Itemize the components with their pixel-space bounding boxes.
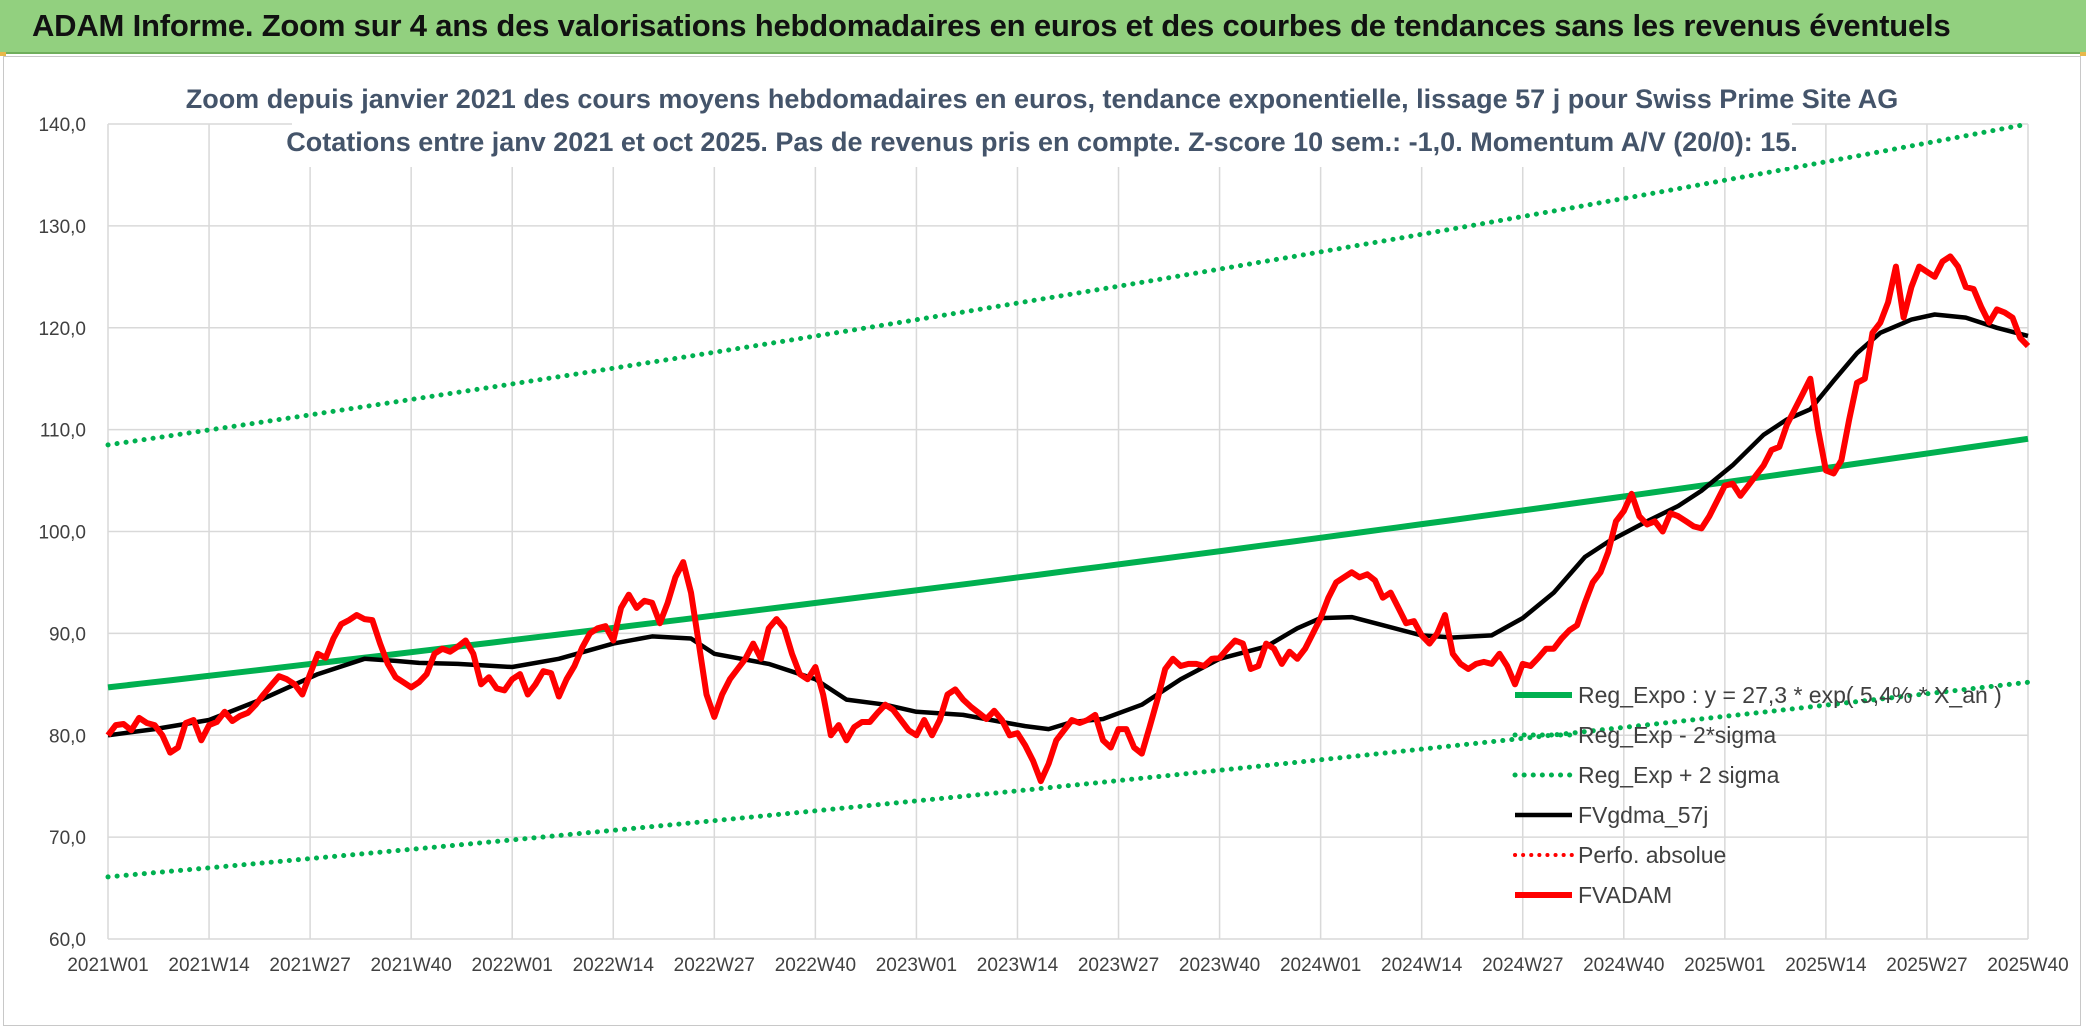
series <box>105 121 2031 880</box>
y-tick-label: 100,0 <box>38 523 86 544</box>
series-line-0 <box>107 435 2029 691</box>
y-tick-label: 120,0 <box>38 319 86 340</box>
series-line-5 <box>105 253 2031 785</box>
x-tick-label: 2024W27 <box>1482 955 1563 976</box>
banner-corner-left <box>0 52 6 56</box>
x-tick-label: 2024W40 <box>1583 955 1664 976</box>
legend-label-3: FVgdma_57j <box>1578 802 1708 828</box>
legend-label-1: Reg_Exp - 2*sigma <box>1578 722 1776 748</box>
x-tick-label: 2022W27 <box>674 955 755 976</box>
series-line-2 <box>105 121 2031 448</box>
series-line-3 <box>107 312 2029 738</box>
x-tick-label: 2025W40 <box>1987 955 2068 976</box>
x-tick-label: 2023W01 <box>876 955 957 976</box>
title-background <box>292 77 1792 167</box>
chart-subtitle: Cotations entre janv 2021 et oct 2025. P… <box>286 127 1798 157</box>
x-tick-label: 2023W27 <box>1078 955 1159 976</box>
x-tick-label: 2025W01 <box>1684 955 1765 976</box>
chart-titles: Zoom depuis janvier 2021 des cours moyen… <box>186 77 1899 167</box>
x-tick-label: 2023W40 <box>1179 955 1260 976</box>
legend-label-4: Perfo. absolue <box>1578 842 1726 868</box>
y-tick-label: 140,0 <box>38 115 86 136</box>
x-tick-label: 2021W01 <box>67 955 148 976</box>
y-tick-label: 130,0 <box>38 217 86 238</box>
report-banner: ADAM Informe. Zoom sur 4 ans des valoris… <box>0 0 2086 54</box>
y-tick-label: 60,0 <box>49 930 86 951</box>
banner-title: ADAM Informe. Zoom sur 4 ans des valoris… <box>32 8 1951 43</box>
x-tick-label: 2022W40 <box>775 955 856 976</box>
chart-frame <box>3 56 2081 1026</box>
x-tick-label: 2024W01 <box>1280 955 1361 976</box>
x-tick-label: 2021W40 <box>370 955 451 976</box>
legend-label-0: Reg_Expo : y = 27,3 * exp( 5,4% * X_an ) <box>1578 682 2002 708</box>
y-tick-label: 90,0 <box>49 624 86 645</box>
grid <box>107 123 2029 940</box>
legend: Reg_Expo : y = 27,3 * exp( 5,4% * X_an )… <box>1512 682 2002 908</box>
legend-label-2: Reg_Exp + 2 sigma <box>1578 762 1780 788</box>
y-tick-label: 70,0 <box>49 828 86 849</box>
chart-title: Zoom depuis janvier 2021 des cours moyen… <box>186 84 1899 114</box>
banner-corner-right <box>2080 52 2086 56</box>
y-tick-label: 80,0 <box>49 726 86 747</box>
y-tick-label: 110,0 <box>40 421 86 442</box>
x-tick-label: 2022W01 <box>472 955 553 976</box>
series-line-1 <box>105 679 2031 880</box>
x-tick-label: 2024W14 <box>1381 955 1463 976</box>
x-tick-label: 2023W14 <box>977 955 1059 976</box>
x-tick-label: 2025W14 <box>1785 955 1867 976</box>
axis-ticks: 60,0 70,0 80,0 90,0 100,0 110,0 120,0 130,0 140,… <box>38 115 2068 976</box>
x-tick-label: 2022W14 <box>573 955 655 976</box>
x-tick-label: 2021W27 <box>269 955 350 976</box>
x-tick-label: 2021W14 <box>168 955 250 976</box>
x-tick-label: 2025W27 <box>1886 955 1967 976</box>
legend-label-5: FVADAM <box>1578 882 1672 908</box>
